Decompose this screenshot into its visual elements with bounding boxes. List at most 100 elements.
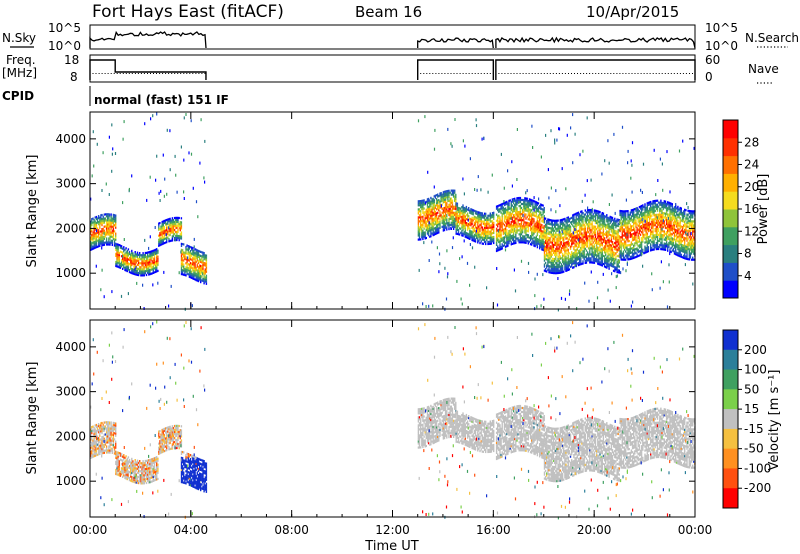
power-cell — [135, 259, 137, 262]
power-cell — [517, 215, 519, 218]
power-cell — [541, 240, 543, 243]
power-cell — [498, 204, 500, 207]
power-cell — [500, 219, 502, 222]
power-cell — [444, 194, 447, 197]
power-cell — [645, 216, 647, 219]
power-cell — [527, 214, 529, 217]
power-cell — [585, 255, 588, 258]
power-cell — [612, 255, 615, 258]
power-cell — [521, 209, 524, 212]
power-cell — [418, 208, 421, 211]
power-cell — [115, 262, 117, 266]
power-cell — [578, 253, 581, 256]
power-cell — [423, 203, 425, 206]
nave-dot — [486, 73, 488, 74]
power-cell — [167, 220, 169, 223]
power-cell — [605, 233, 607, 236]
power-cell — [612, 231, 615, 234]
power-cell — [601, 234, 603, 237]
power-cell — [168, 238, 170, 241]
power-cell — [514, 240, 516, 243]
power-cell — [593, 219, 596, 222]
power-cell — [597, 258, 599, 261]
power-cell — [131, 259, 133, 263]
power-cell — [456, 216, 459, 219]
power-cell — [583, 241, 585, 245]
power-cell — [462, 234, 464, 237]
power-cell — [523, 199, 525, 202]
power-cell — [650, 209, 652, 212]
power-cell — [520, 202, 523, 206]
power-cell — [565, 235, 567, 238]
power-cell — [119, 250, 122, 253]
power-cell — [499, 236, 501, 239]
power-cell — [549, 237, 551, 240]
power-cell — [605, 223, 607, 226]
power-cell — [556, 229, 558, 232]
power-cell — [449, 201, 451, 204]
power-cell — [558, 269, 560, 272]
power-cell — [449, 211, 451, 214]
power-cell — [636, 217, 638, 220]
power-cell — [483, 216, 486, 219]
power-cell — [631, 249, 634, 252]
power-cell — [605, 259, 607, 263]
power-cell — [95, 236, 98, 239]
power-cell — [577, 243, 580, 247]
power-cell — [651, 206, 653, 209]
power-cell — [455, 202, 457, 205]
power-cell — [425, 236, 427, 240]
power-cell — [656, 227, 659, 230]
power-cell — [592, 245, 594, 248]
power-cell — [127, 268, 130, 271]
power-cell — [575, 263, 577, 266]
power-cell — [152, 267, 154, 270]
power-cell — [597, 262, 599, 265]
power-cell — [539, 235, 541, 238]
power-cell — [188, 247, 191, 250]
power-cell — [201, 275, 203, 278]
power-cell — [171, 227, 174, 230]
power-cell — [564, 242, 566, 245]
power-cell — [205, 278, 208, 281]
power-cell — [144, 253, 147, 257]
power-cell — [507, 236, 509, 239]
power-cell — [547, 220, 549, 223]
power-cell — [483, 228, 486, 231]
power-cell — [112, 223, 115, 227]
power-cell — [598, 232, 600, 235]
power-cell — [534, 241, 536, 244]
power-cell — [661, 246, 663, 249]
power-cell — [502, 208, 505, 211]
power-cell — [107, 217, 109, 220]
power-cell — [639, 229, 642, 232]
power-cell — [659, 231, 661, 234]
power-cell — [180, 264, 183, 268]
power-cell — [621, 210, 623, 213]
power-cell — [451, 217, 454, 220]
power-cell — [653, 206, 655, 209]
power-cell — [425, 216, 427, 219]
power-cell — [643, 215, 645, 219]
power-cell — [606, 220, 608, 223]
power-cell — [152, 263, 154, 266]
power-cell — [571, 257, 573, 260]
power-cell — [539, 215, 541, 218]
power-cell — [602, 216, 605, 219]
power-cell — [630, 229, 633, 232]
power-cell — [565, 261, 567, 264]
power-cell — [502, 206, 505, 209]
power-cell — [622, 216, 625, 219]
power-cell — [195, 276, 197, 280]
power-cell — [159, 228, 161, 231]
power-cell — [108, 243, 110, 246]
power-cell — [487, 236, 489, 240]
power-cell — [600, 241, 602, 244]
power-cell — [529, 222, 532, 226]
power-cell — [574, 243, 576, 246]
power-cell — [660, 227, 662, 230]
power-cell — [648, 207, 651, 210]
power-cell — [568, 268, 571, 271]
power-cell — [442, 223, 445, 226]
power-cell — [563, 228, 565, 231]
